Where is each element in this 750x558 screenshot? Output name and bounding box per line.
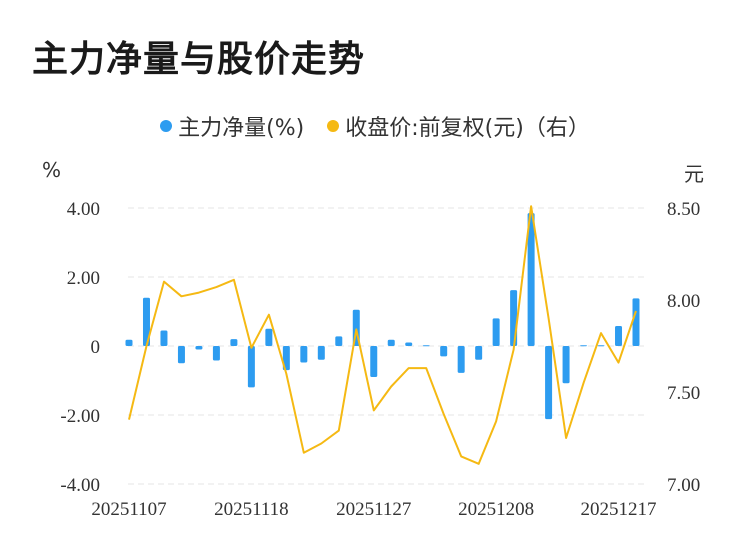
net-volume-bar[interactable]	[545, 346, 553, 420]
left-axis-tick-label: -2.00	[60, 406, 100, 427]
right-axis-tick-label: 8.50	[667, 199, 700, 220]
legend-dot-net	[160, 120, 173, 132]
net-volume-bar[interactable]	[265, 328, 273, 346]
legend: 主力净量(%) 收盘价:前复权(元)（右）	[0, 110, 750, 142]
net-volume-bar[interactable]	[597, 345, 605, 347]
net-volume-bar[interactable]	[282, 346, 290, 371]
net-volume-bar[interactable]	[527, 213, 535, 346]
net-volume-bar[interactable]	[387, 339, 395, 346]
x-axis-tick-label: 20251118	[214, 499, 289, 520]
close-price-line[interactable]	[128, 205, 637, 465]
right-axis-unit: 元	[684, 162, 704, 186]
x-axis-tick-label: 20251217	[581, 499, 657, 520]
chart-title: 主力净量与股价走势	[32, 39, 366, 80]
net-volume-bar[interactable]	[457, 346, 465, 373]
left-axis-unit: %	[42, 158, 62, 182]
right-axis-tick-label: 7.00	[667, 475, 700, 496]
legend-item-net[interactable]: 主力净量(%)	[160, 110, 304, 142]
net-volume-bar[interactable]	[317, 346, 325, 360]
net-volume-bar[interactable]	[440, 346, 448, 357]
legend-label-price: 收盘价:前复权(元)（右）	[345, 116, 590, 141]
net-volume-bar[interactable]	[405, 342, 413, 346]
left-axis-tick-label: 0	[91, 337, 101, 358]
net-volume-bar[interactable]	[247, 346, 255, 388]
net-volume-bar[interactable]	[562, 346, 570, 384]
net-volume-bar[interactable]	[125, 339, 133, 346]
legend-item-price[interactable]: 收盘价:前复权(元)（右）	[327, 110, 590, 142]
net-volume-bar[interactable]	[195, 346, 203, 350]
right-axis-tick-label: 8.00	[667, 291, 700, 312]
left-axis-tick-label: -4.00	[60, 475, 100, 496]
net-volume-bar[interactable]	[142, 297, 150, 346]
left-axis-tick-label: 2.00	[67, 268, 100, 289]
grid-lines	[128, 207, 645, 485]
net-volume-bar[interactable]	[632, 298, 640, 346]
net-volume-bar[interactable]	[422, 345, 430, 347]
bar-series	[125, 213, 640, 420]
net-volume-bar[interactable]	[615, 325, 623, 346]
right-axis-tick-label: 7.50	[667, 383, 700, 404]
net-volume-bar[interactable]	[492, 318, 500, 346]
net-volume-bar[interactable]	[370, 346, 378, 378]
line-series	[128, 205, 637, 465]
net-volume-bar[interactable]	[177, 346, 185, 364]
tick-labels: 4.00 2.00 0 -2.00 -4.00 8.50 8.00 7.50 7.00 20251…	[60, 199, 700, 520]
net-volume-bar[interactable]	[212, 346, 220, 361]
x-axis-tick-label: 20251107	[91, 499, 166, 520]
net-volume-bar[interactable]	[580, 345, 588, 347]
left-axis-tick-label: 4.00	[67, 199, 100, 220]
legend-dot-price	[327, 120, 340, 132]
net-volume-bar[interactable]	[230, 339, 238, 346]
x-axis-tick-label: 20251127	[336, 499, 411, 520]
net-volume-bar[interactable]	[300, 346, 308, 363]
net-volume-bar[interactable]	[160, 330, 168, 346]
net-volume-bar[interactable]	[335, 336, 343, 346]
x-axis-tick-label: 20251208	[458, 499, 534, 520]
legend-label-net: 主力净量(%)	[178, 116, 305, 141]
net-volume-bar[interactable]	[475, 346, 483, 360]
